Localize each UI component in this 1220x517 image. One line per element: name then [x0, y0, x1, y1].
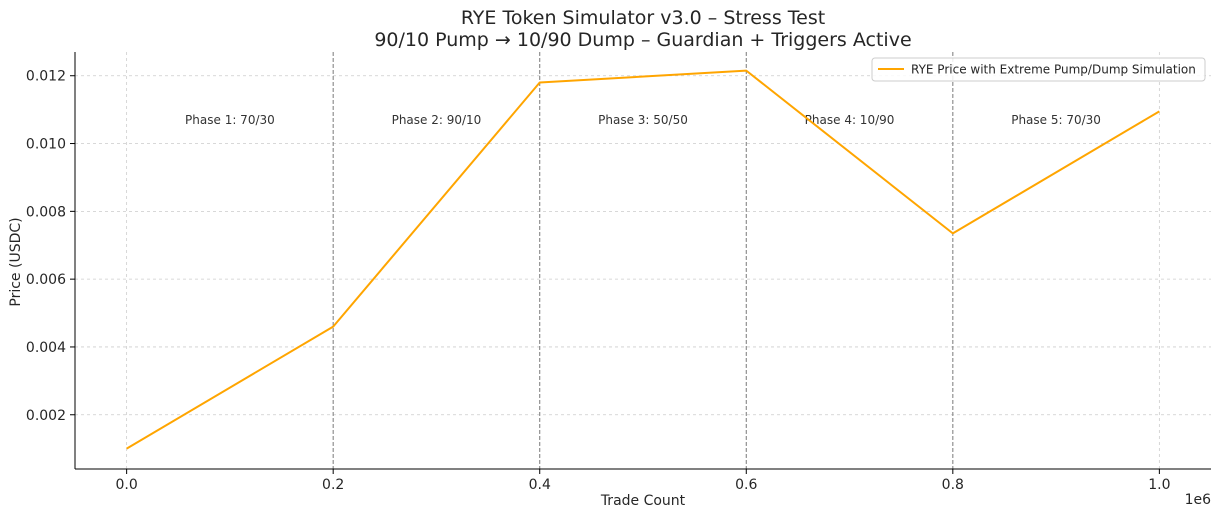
x-axis-multiplier: 1e6: [1185, 492, 1212, 508]
x-axis-label: Trade Count: [600, 493, 686, 509]
y-axis-label: Price (USDC): [8, 217, 24, 306]
price-line: [126, 69, 1160, 450]
axes: [74, 52, 1211, 470]
phase-label: Phase 4: 10/90: [805, 113, 895, 127]
x-axis-ticks: 0.0 0.2 0.4 0.6 0.8 1.0: [116, 469, 1170, 493]
x-tick-label: 0.0: [116, 477, 138, 493]
y-tick-label: 0.008: [26, 204, 66, 220]
legend: RYE Price with Extreme Pump/Dump Simulat…: [871, 57, 1206, 82]
y-tick-label: 0.004: [26, 340, 66, 356]
x-tick-label: 0.6: [735, 477, 757, 493]
legend-entry: RYE Price with Extreme Pump/Dump Simulat…: [911, 63, 1196, 77]
x-tick-label: 0.4: [529, 477, 551, 493]
x-tick-label: 0.8: [942, 477, 964, 493]
legend-box: [871, 57, 1206, 82]
x-tick-label: 1.0: [1148, 477, 1170, 493]
phase-label: Phase 2: 90/10: [392, 113, 482, 127]
y-axis-ticks: 0.002 0.004 0.006 0.008 0.010 0.012: [26, 69, 75, 424]
y-tick-label: 0.012: [26, 69, 66, 85]
y-tick-label: 0.002: [26, 408, 66, 424]
phase-label: Phase 3: 50/50: [598, 113, 688, 127]
phase-labels: Phase 1: 70/30 Phase 2: 90/10 Phase 3: 50/…: [185, 113, 1101, 127]
series-lines: [126, 69, 1160, 450]
y-tick-label: 0.006: [26, 272, 66, 288]
y-tick-label: 0.010: [26, 137, 66, 153]
phase-label: Phase 5: 70/30: [1011, 113, 1101, 127]
x-tick-label: 0.2: [322, 477, 344, 493]
chart-subtitle: 90/10 Pump → 10/90 Dump – Guardian + Tri…: [374, 29, 911, 51]
chart-title: RYE Token Simulator v3.0 – Stress Test: [461, 7, 825, 29]
phase-boundaries: [332, 52, 954, 469]
phase-label: Phase 1: 70/30: [185, 113, 275, 127]
